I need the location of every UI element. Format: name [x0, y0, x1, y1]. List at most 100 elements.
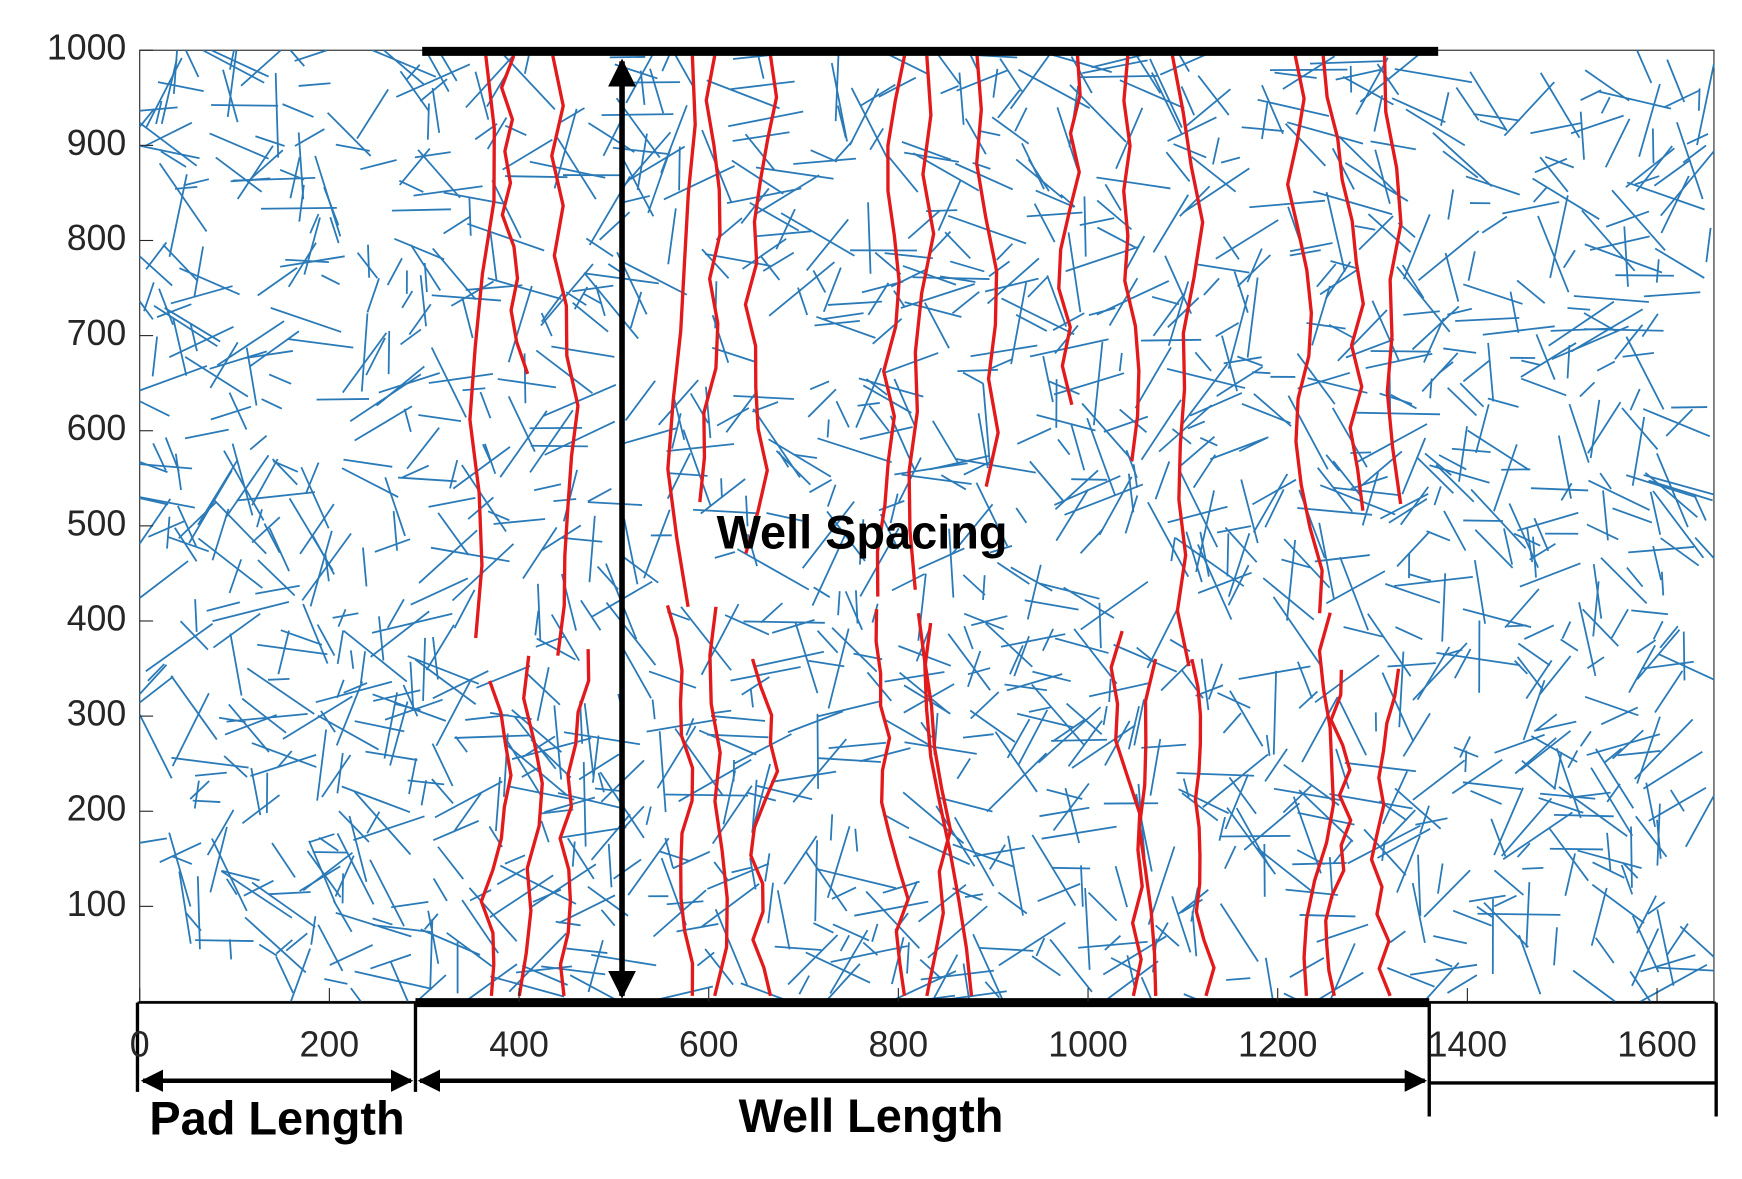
natural-fracture: [268, 527, 290, 572]
natural-fracture: [236, 145, 274, 200]
natural-fracture: [760, 255, 781, 281]
natural-fracture: [816, 630, 839, 654]
natural-fracture: [508, 932, 567, 993]
natural-fracture: [1473, 559, 1486, 624]
natural-fracture: [978, 129, 1001, 137]
natural-fracture: [1447, 307, 1473, 316]
natural-fracture: [1036, 414, 1096, 432]
natural-fracture: [1264, 957, 1274, 1002]
natural-fracture: [884, 671, 945, 683]
natural-fracture: [588, 515, 596, 583]
natural-fracture: [1631, 609, 1669, 616]
natural-fracture: [1227, 533, 1251, 597]
natural-fracture: [1119, 408, 1148, 433]
natural-fracture: [1252, 478, 1297, 506]
natural-fracture: [1057, 438, 1071, 456]
hydraulic-fractures: [468, 55, 1403, 997]
natural-fracture: [682, 429, 712, 507]
natural-fracture: [580, 599, 602, 631]
natural-fracture: [728, 110, 804, 128]
natural-fracture: [1103, 960, 1159, 1003]
natural-fracture: [1126, 955, 1137, 991]
natural-fracture: [1597, 90, 1672, 110]
natural-fracture: [428, 373, 494, 384]
natural-fracture: [1127, 706, 1140, 750]
natural-fracture: [771, 619, 815, 634]
natural-fracture: [365, 750, 418, 761]
natural-fracture: [1179, 471, 1219, 548]
natural-fracture: [1046, 788, 1083, 800]
natural-fracture: [831, 886, 857, 900]
natural-fracture: [1261, 101, 1269, 140]
natural-fracture: [431, 87, 441, 134]
natural-fracture: [240, 49, 282, 87]
natural-fracture: [1656, 453, 1689, 528]
natural-fracture: [1435, 958, 1453, 968]
natural-fracture: [1088, 681, 1152, 698]
natural-fracture: [861, 280, 904, 294]
natural-fracture: [370, 610, 430, 658]
natural-fracture: [241, 794, 281, 825]
y-tick-label: 600: [67, 408, 127, 448]
natural-fracture: [1133, 699, 1145, 746]
natural-fracture: [767, 882, 774, 924]
natural-fracture: [386, 257, 403, 286]
natural-fracture: [1033, 203, 1056, 243]
hydraulic-fracture: [923, 622, 953, 997]
natural-fracture: [1412, 759, 1466, 801]
natural-fracture: [1227, 564, 1250, 606]
natural-fracture: [228, 939, 233, 960]
natural-fracture: [1493, 787, 1524, 856]
natural-fracture: [414, 658, 477, 705]
natural-fracture: [1640, 954, 1696, 973]
natural-fracture: [1676, 121, 1704, 200]
natural-fracture: [1417, 230, 1480, 282]
natural-fracture: [857, 402, 880, 407]
hydraulic-fracture: [698, 55, 722, 503]
natural-fracture: [902, 265, 957, 286]
natural-fracture: [1227, 294, 1249, 369]
natural-fracture: [417, 149, 461, 199]
hydraulic-fracture: [916, 613, 974, 997]
natural-fracture: [1108, 678, 1112, 703]
natural-fracture: [1151, 72, 1183, 135]
natural-fracture: [768, 261, 836, 317]
natural-fracture: [1530, 735, 1578, 763]
natural-fracture: [275, 956, 294, 994]
natural-fracture: [280, 629, 323, 646]
natural-fracture: [1520, 377, 1567, 397]
natural-fracture: [1335, 68, 1384, 81]
natural-fracture: [731, 866, 752, 874]
natural-fracture: [1118, 352, 1123, 372]
natural-fracture: [1191, 156, 1237, 193]
natural-fracture: [401, 290, 414, 309]
natural-fracture: [491, 180, 522, 239]
natural-fracture: [1553, 751, 1563, 790]
natural-fracture: [1028, 706, 1053, 713]
natural-fracture: [929, 454, 990, 471]
natural-fracture: [826, 510, 866, 562]
natural-fracture: [582, 292, 602, 305]
natural-fracture: [189, 323, 198, 352]
natural-fracture: [1298, 690, 1319, 709]
natural-fracture: [958, 72, 965, 125]
natural-fracture: [982, 383, 991, 462]
natural-fracture: [1451, 759, 1503, 795]
hydraulic-fracture: [499, 55, 530, 375]
natural-fracture: [1643, 474, 1715, 496]
natural-fracture: [1064, 787, 1081, 844]
natural-fracture: [1207, 663, 1223, 700]
x-tick-label: 1600: [1617, 1025, 1696, 1065]
natural-fracture: [1297, 811, 1355, 826]
natural-fracture: [1579, 730, 1592, 747]
natural-fracture: [229, 633, 243, 696]
natural-fracture: [751, 779, 758, 833]
natural-fracture: [749, 857, 757, 890]
natural-fracture: [972, 933, 1005, 1002]
natural-fracture: [160, 59, 178, 125]
natural-fracture: [298, 184, 305, 222]
natural-fracture: [1338, 136, 1398, 194]
natural-fracture: [1055, 489, 1089, 542]
natural-fracture: [1561, 621, 1572, 639]
natural-fracture: [1215, 219, 1279, 260]
